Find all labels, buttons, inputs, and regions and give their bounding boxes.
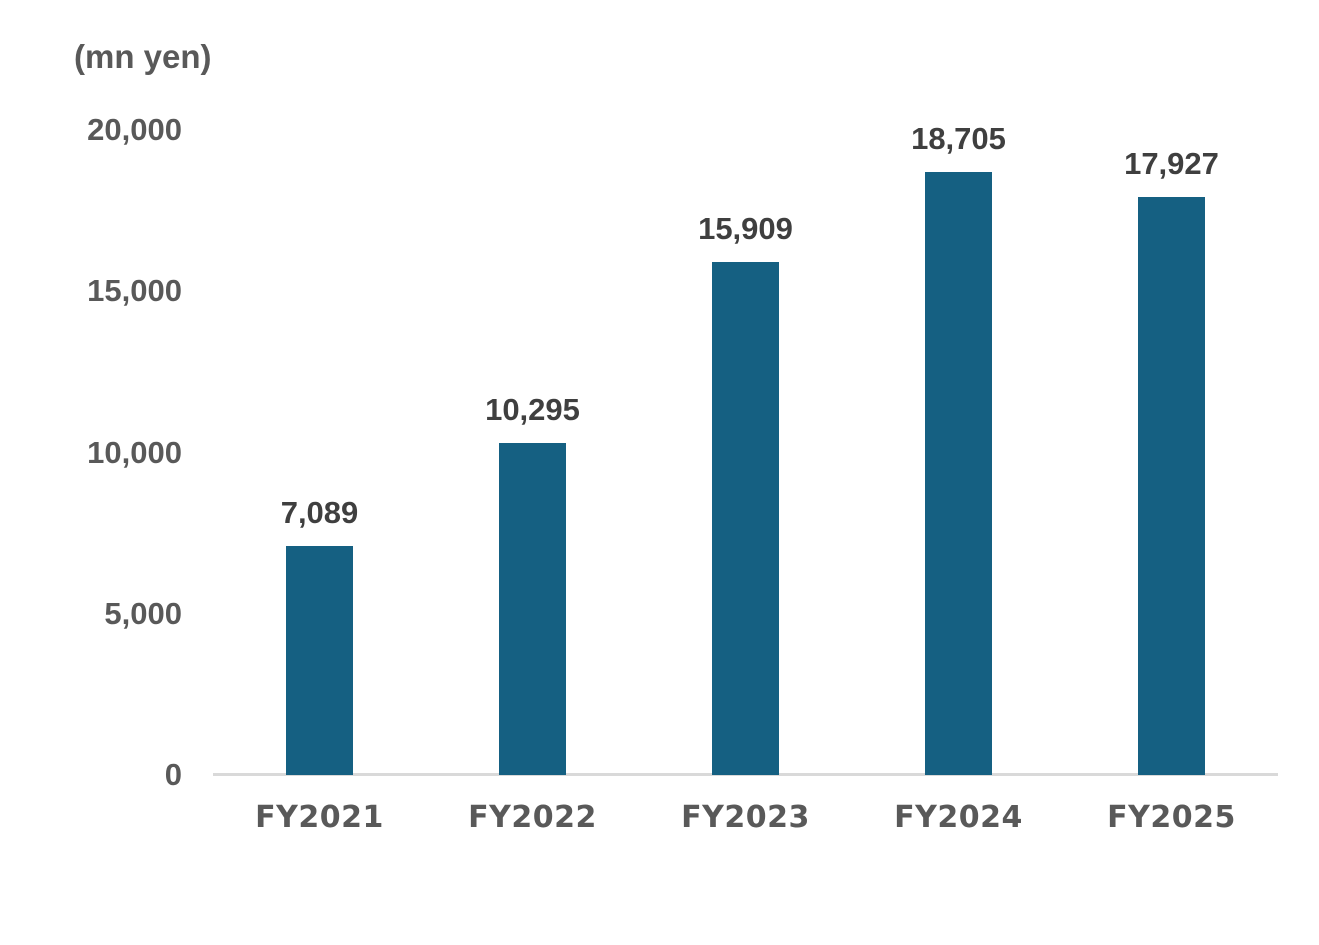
x-tick-label-fy2023: FY2023 (681, 800, 810, 835)
x-tick-label-fy2024: FY2024 (894, 800, 1023, 835)
y-tick-label: 15,000 (87, 273, 182, 309)
data-label: 18,705 (911, 120, 1006, 156)
x-tick-label-fy2021: FY2021 (255, 800, 384, 835)
bar-fy2023 (712, 261, 779, 775)
y-tick-label: 5,000 (104, 595, 182, 631)
data-label: 10,295 (485, 391, 580, 427)
y-tick-label: 20,000 (87, 112, 182, 147)
y-axis-unit-label: (mn yen) (74, 38, 212, 75)
x-tick-label-fy2022: FY2022 (468, 800, 597, 835)
y-tick-label: 0 (164, 757, 182, 792)
bar-fy2025 (1138, 196, 1205, 775)
bar-fy2022 (499, 442, 566, 775)
bar-fy2024 (925, 171, 992, 775)
data-label: 15,909 (698, 210, 793, 246)
data-label: 7,089 (280, 495, 359, 531)
data-label: 17,927 (1124, 145, 1219, 181)
bar-fy2021 (286, 546, 353, 775)
y-tick-label: 10,000 (87, 434, 182, 470)
x-tick-label-fy2025: FY2025 (1107, 800, 1236, 835)
